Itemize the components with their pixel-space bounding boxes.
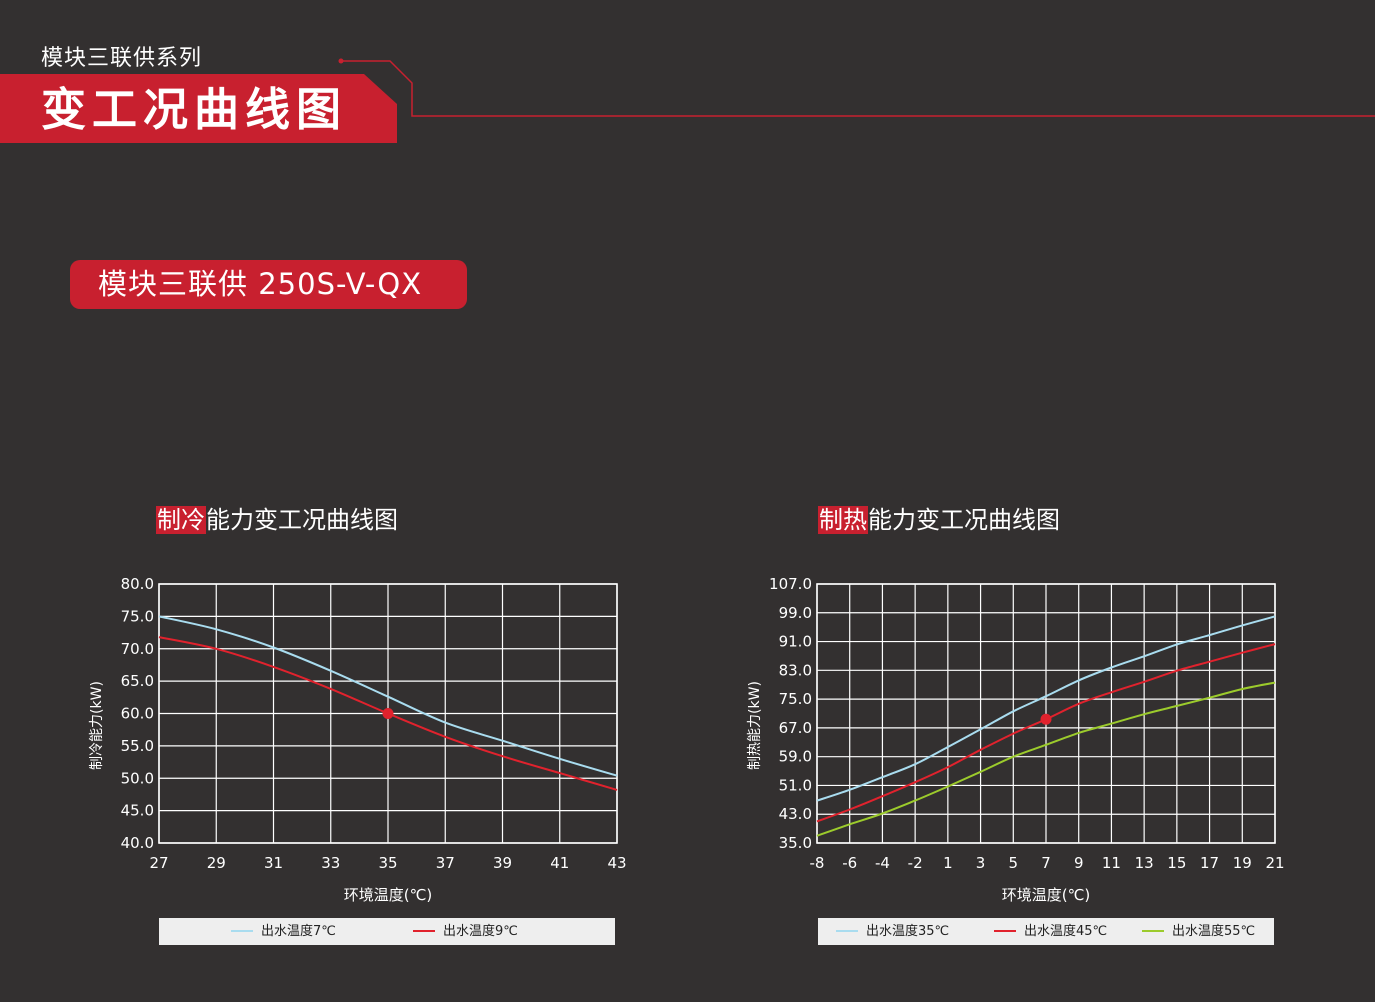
heating-x-tick-label: 15 xyxy=(1167,854,1186,872)
cooling-heading-highlight: 制冷 xyxy=(156,506,206,534)
cooling-y-tick-label: 60.0 xyxy=(121,705,154,723)
cooling-legend: 出水温度7℃ 出水温度9℃ xyxy=(159,918,615,945)
cooling-x-tick-label: 33 xyxy=(321,854,340,872)
heating-y-tick-label: 107.0 xyxy=(769,575,812,593)
cooling-x-tick-label: 39 xyxy=(493,854,512,872)
heating-chart-heading: 制热能力变工况曲线图 xyxy=(818,505,1060,535)
heating-y-tick-label: 99.0 xyxy=(779,604,812,622)
header-rule-dot xyxy=(338,58,344,64)
cooling-series-line-1 xyxy=(158,615,618,777)
model-badge: 模块三联供 250S-V-QX xyxy=(70,260,467,309)
cooling-x-tick-label: 29 xyxy=(207,854,226,872)
heating-x-tick-label: 21 xyxy=(1265,854,1284,872)
cooling-x-tick-label: 31 xyxy=(264,854,283,872)
cooling-y-tick-label: 50.0 xyxy=(121,769,154,787)
heating-heading-text: 能力变工况曲线图 xyxy=(868,506,1060,534)
heating-x-tick-label: -8 xyxy=(810,854,825,872)
cooling-x-tick-label: 41 xyxy=(550,854,569,872)
cooling-x-tick-label: 35 xyxy=(378,854,397,872)
cooling-legend-label: 出水温度9℃ xyxy=(443,924,518,939)
heating-legend-item: 出水温度45℃ xyxy=(994,918,1107,945)
cooling-y-tick-label: 75.0 xyxy=(121,607,154,625)
cooling-y-tick-label: 65.0 xyxy=(121,672,154,690)
series-label: 模块三联供系列 xyxy=(41,46,203,71)
heating-y-tick-label: 91.0 xyxy=(779,633,812,651)
heating-x-tick-label: -6 xyxy=(842,854,857,872)
cooling-y-tick-label: 70.0 xyxy=(121,640,154,658)
cooling-x-axis-label: 环境温度(℃) xyxy=(344,886,433,904)
heating-heading-highlight: 制热 xyxy=(818,506,868,534)
heating-x-tick-label: 9 xyxy=(1074,854,1084,872)
heating-y-tick-label: 59.0 xyxy=(779,748,812,766)
heating-x-tick-label: 19 xyxy=(1233,854,1252,872)
heating-x-tick-label: 17 xyxy=(1200,854,1219,872)
cooling-legend-label: 出水温度7℃ xyxy=(261,924,336,939)
cooling-legend-swatch xyxy=(231,929,253,932)
heating-x-tick-label: 7 xyxy=(1041,854,1051,872)
header-rule-line xyxy=(341,60,1375,117)
heating-x-axis-label: 环境温度(℃) xyxy=(1002,886,1091,904)
heating-legend-swatch xyxy=(836,929,858,932)
cooling-legend-swatch xyxy=(413,929,435,932)
cooling-y-tick-label: 80.0 xyxy=(121,575,154,593)
page-title: 变工况曲线图 xyxy=(41,83,348,136)
heating-rated-point-marker xyxy=(1040,713,1052,725)
heating-y-axis-label: 制热能力(kW) xyxy=(747,681,763,770)
heating-legend: 出水温度35℃ 出水温度45℃ 出水温度55℃ xyxy=(818,918,1274,945)
heating-y-tick-label: 83.0 xyxy=(779,661,812,679)
cooling-y-tick-label: 40.0 xyxy=(121,834,154,852)
heating-x-tick-label: 11 xyxy=(1102,854,1121,872)
heating-x-tick-label: 5 xyxy=(1009,854,1019,872)
header-decoration xyxy=(0,58,1375,143)
heating-series-line-1 xyxy=(816,615,1276,802)
heating-y-tick-label: 35.0 xyxy=(779,834,812,852)
heating-y-tick-label: 43.0 xyxy=(779,805,812,823)
heating-legend-label: 出水温度45℃ xyxy=(1024,924,1108,939)
heating-y-tick-label: 51.0 xyxy=(779,776,812,794)
cooling-x-tick-label: 37 xyxy=(436,854,455,872)
heating-x-tick-label: 1 xyxy=(943,854,953,872)
heating-y-tick-label: 75.0 xyxy=(779,690,812,708)
cooling-y-tick-label: 45.0 xyxy=(121,802,154,820)
heating-y-tick-label: 67.0 xyxy=(779,719,812,737)
heating-legend-item: 出水温度35℃ xyxy=(836,918,949,945)
cooling-x-tick-label: 27 xyxy=(149,854,168,872)
heating-legend-label: 出水温度55℃ xyxy=(1172,924,1256,939)
title-banner xyxy=(0,74,397,143)
cooling-legend-item: 出水温度7℃ xyxy=(231,918,336,945)
cooling-plot: 40.0 45.0 50.0 55.0 60.0 65.0 70.0 75.0 80.0 27 29… xyxy=(89,575,627,904)
cooling-chart-heading: 制冷能力变工况曲线图 xyxy=(156,505,398,535)
heating-x-tick-label: 3 xyxy=(976,854,986,872)
heating-x-tick-label: -4 xyxy=(875,854,890,872)
heating-legend-label: 出水温度35℃ xyxy=(866,924,950,939)
cooling-legend-item: 出水温度9℃ xyxy=(413,918,518,945)
heating-plot: 35.0 43.0 51.0 59.0 67.0 75.0 83.0 91.0 99.0 107.… xyxy=(747,575,1285,904)
heating-legend-item: 出水温度55℃ xyxy=(1142,918,1255,945)
heating-x-tick-label: 13 xyxy=(1135,854,1154,872)
heating-legend-swatch xyxy=(1142,929,1164,932)
cooling-y-axis-label: 制冷能力(kW) xyxy=(89,681,105,770)
cooling-rated-point-marker xyxy=(382,708,394,719)
cooling-heading-text: 能力变工况曲线图 xyxy=(206,506,398,534)
cooling-y-tick-label: 55.0 xyxy=(121,737,154,755)
heating-legend-swatch xyxy=(994,929,1016,932)
cooling-x-tick-label: 43 xyxy=(607,854,626,872)
heating-series-line-3 xyxy=(816,681,1276,837)
heating-x-tick-label: -2 xyxy=(908,854,923,872)
